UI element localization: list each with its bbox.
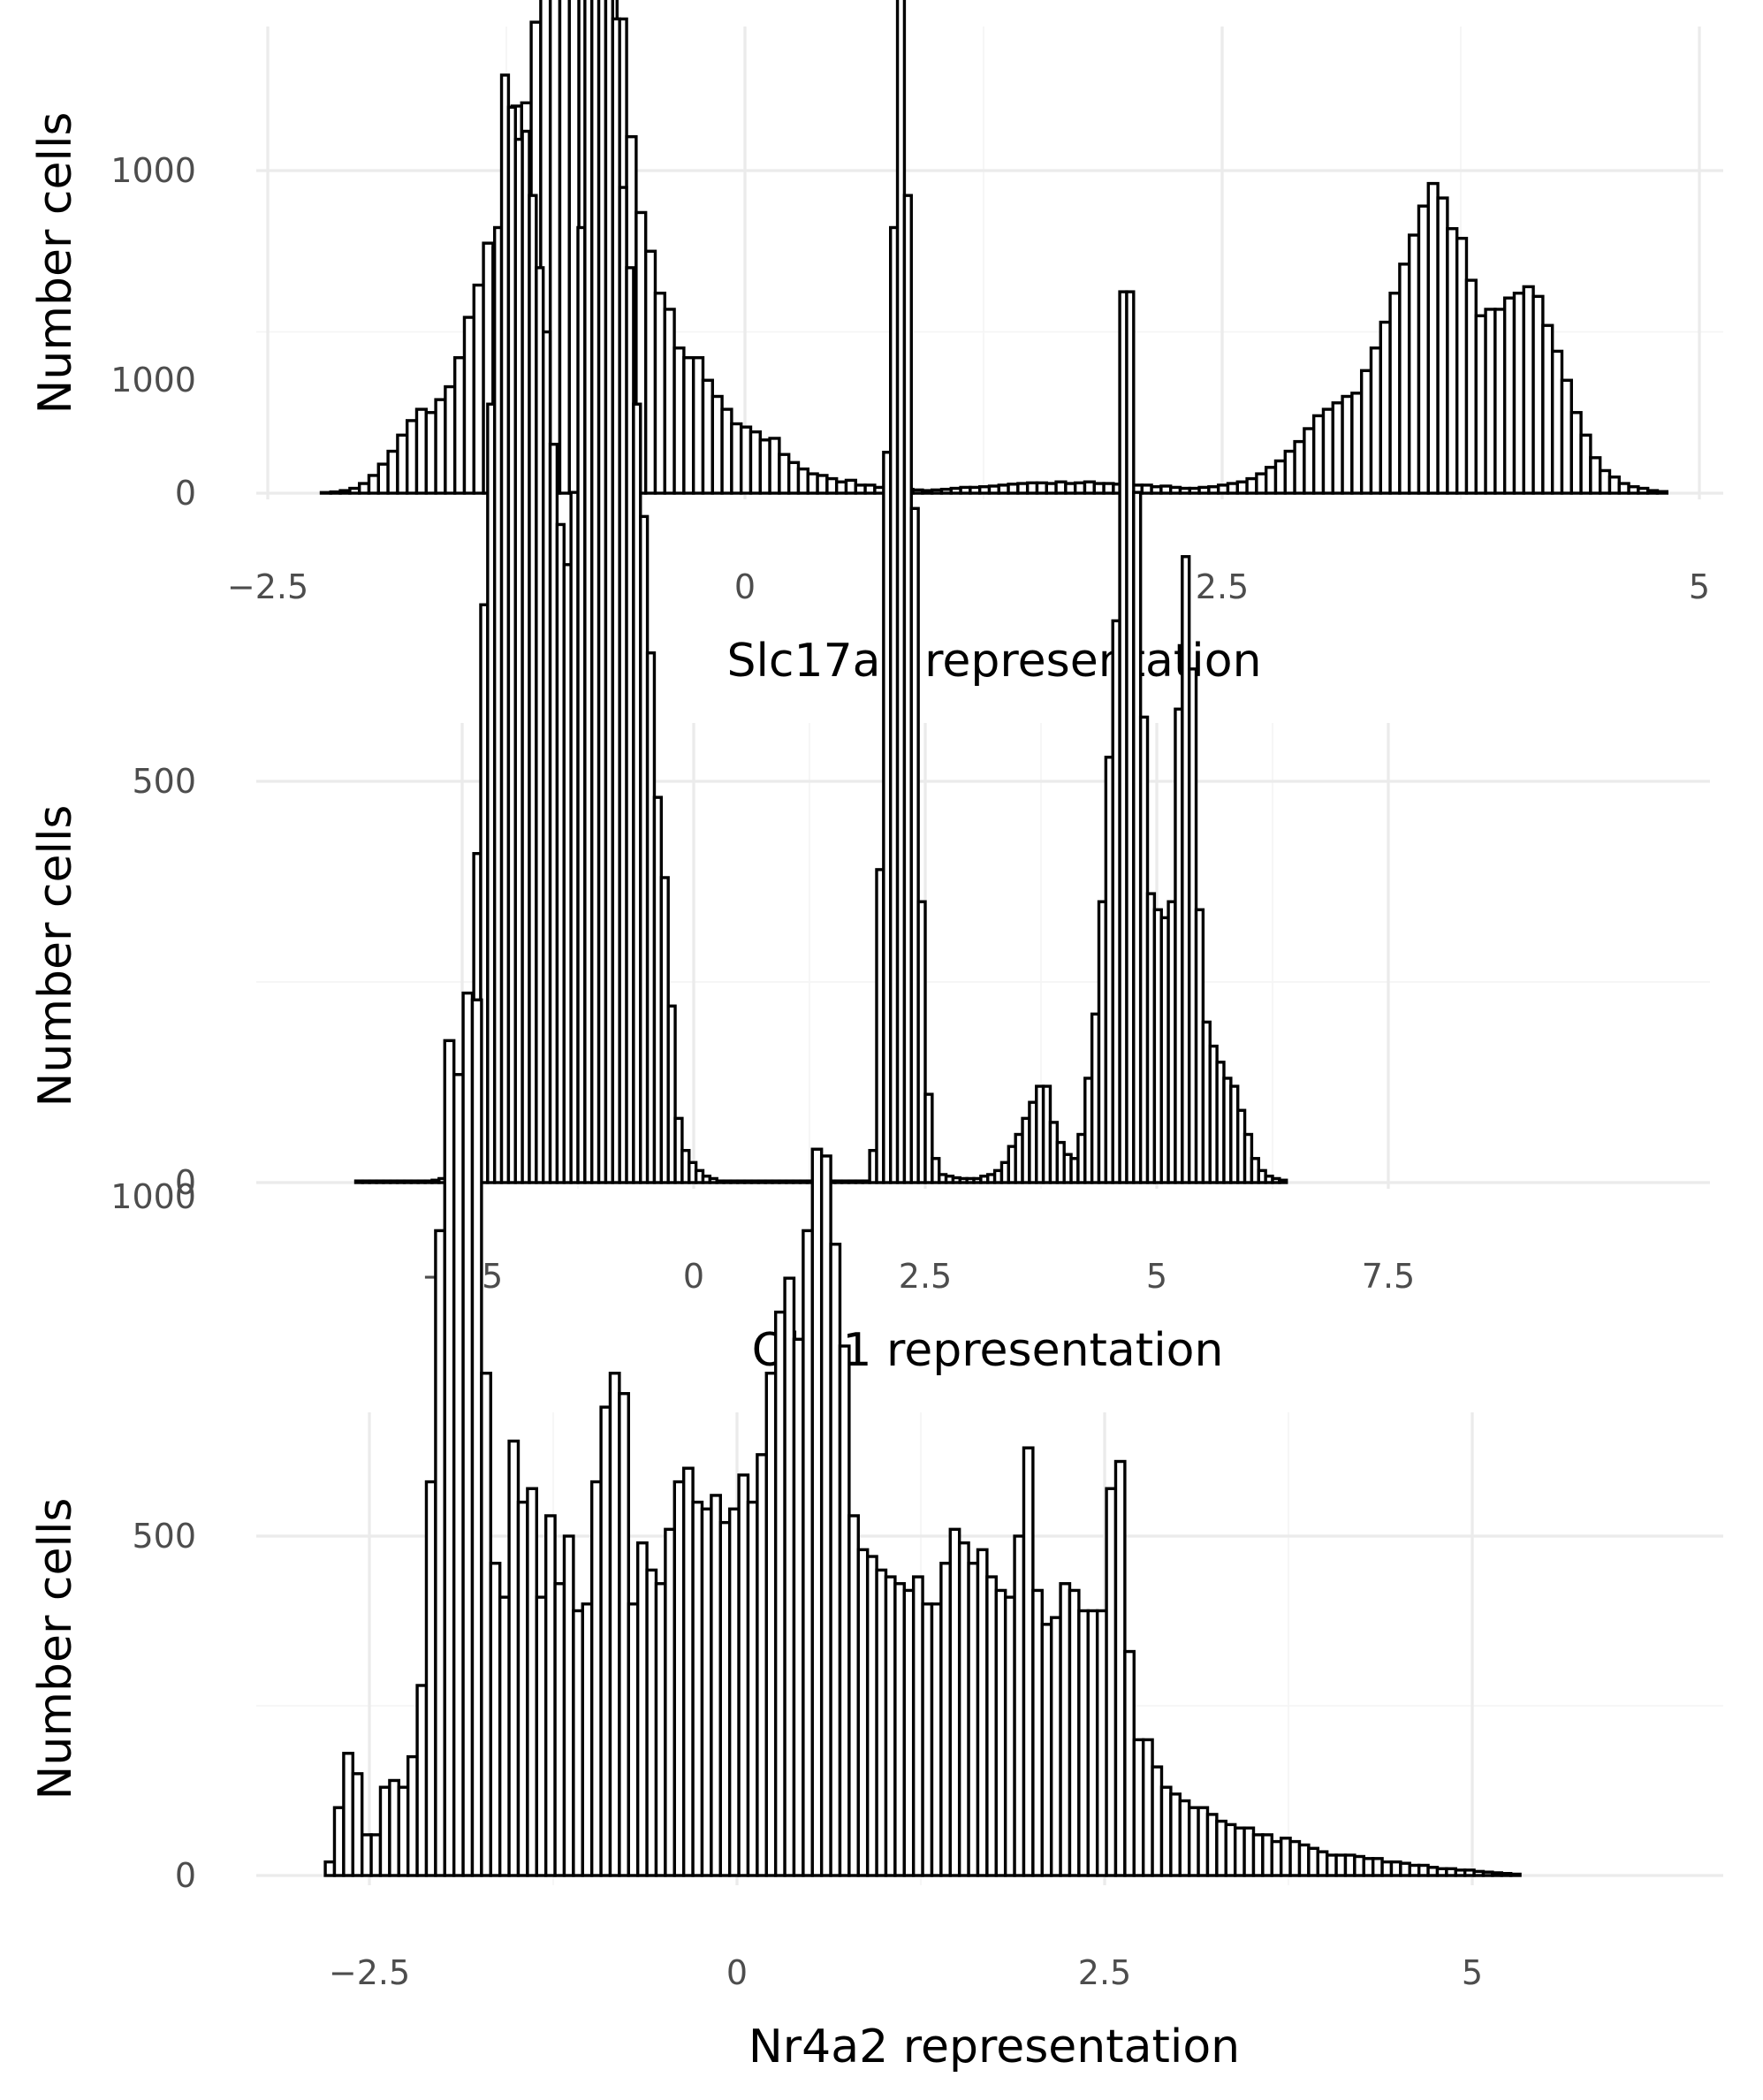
x-tick-label: 5 <box>1689 567 1710 606</box>
x-tick-label: 2.5 <box>1078 1953 1131 1992</box>
y-tick-label: 1000 <box>110 361 196 399</box>
histogram-bar <box>909 506 920 1184</box>
x-tick-label: 5 <box>1146 1257 1167 1296</box>
x-tick-label: 2.5 <box>1196 567 1249 606</box>
x-tick-label: 0 <box>683 1257 704 1296</box>
y-axis-title: Number cells <box>29 805 82 1107</box>
y-tick-label: 1000 <box>110 1177 196 1216</box>
olig1-panel: −2.502.557.50500100015002000Olig1 repres… <box>29 0 1710 1377</box>
x-tick-label: 7.5 <box>1362 1257 1415 1296</box>
histogram-bar <box>931 1157 941 1184</box>
histogram-bar <box>1508 1872 1522 1877</box>
y-tick-label: 0 <box>175 474 196 513</box>
x-tick-label: 0 <box>734 567 756 606</box>
histogram-bar <box>351 1772 364 1877</box>
slc17a7-panel: −2.502.55010002000Slc17a7 representation… <box>29 0 1723 688</box>
y-tick-label: 0 <box>175 1856 196 1895</box>
x-tick-label: −2.5 <box>329 1953 410 1992</box>
x-axis-title: Nr4a2 representation <box>749 2020 1240 2073</box>
y-tick-label: 500 <box>132 762 196 801</box>
x-tick-label: −2.5 <box>227 567 308 606</box>
histogram-bar <box>923 1092 934 1184</box>
y-tick-label: 1000 <box>110 151 196 190</box>
y-axis-title: Number cells <box>29 112 82 415</box>
x-tick-label: 0 <box>726 1953 748 1992</box>
y-tick-label: 0 <box>175 1163 196 1202</box>
y-tick-label: 500 <box>132 1517 196 1556</box>
histogram-bar <box>1278 1178 1288 1184</box>
x-tick-label: 5 <box>1462 1953 1483 1992</box>
histogram-bar <box>666 1004 677 1184</box>
y-axis-title: Number cells <box>29 1498 82 1800</box>
x-tick-label: 2.5 <box>899 1257 952 1296</box>
histogram-bar <box>916 900 927 1184</box>
x-axis-title: Slc17a7 representation <box>726 635 1261 688</box>
histogram-bar <box>1655 490 1668 495</box>
